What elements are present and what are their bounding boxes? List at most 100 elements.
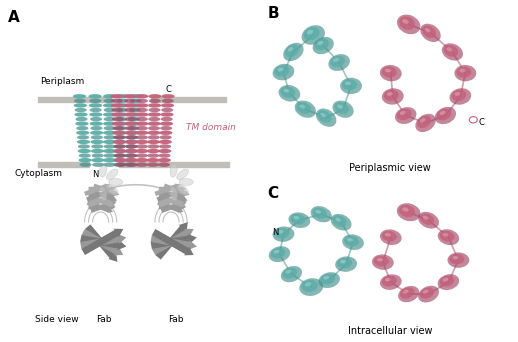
Ellipse shape — [104, 99, 116, 103]
Ellipse shape — [135, 158, 149, 162]
Ellipse shape — [285, 270, 291, 274]
Ellipse shape — [274, 250, 279, 253]
Ellipse shape — [395, 107, 416, 124]
Ellipse shape — [113, 158, 126, 162]
Ellipse shape — [91, 126, 103, 130]
Ellipse shape — [323, 276, 329, 279]
Ellipse shape — [420, 118, 425, 123]
FancyArrow shape — [81, 229, 123, 255]
Ellipse shape — [106, 169, 118, 180]
Ellipse shape — [89, 99, 102, 103]
Bar — [38, 162, 89, 167]
Ellipse shape — [126, 131, 139, 135]
Ellipse shape — [459, 69, 465, 73]
FancyArrow shape — [89, 198, 116, 204]
Ellipse shape — [104, 126, 116, 130]
Ellipse shape — [418, 212, 439, 228]
Ellipse shape — [148, 144, 160, 149]
Bar — [38, 97, 111, 102]
FancyArrow shape — [159, 195, 185, 207]
Ellipse shape — [127, 126, 139, 130]
Ellipse shape — [92, 162, 104, 167]
Ellipse shape — [297, 102, 311, 114]
FancyArrow shape — [159, 204, 186, 210]
Ellipse shape — [278, 230, 283, 234]
Ellipse shape — [420, 287, 434, 299]
FancyArrow shape — [159, 195, 185, 207]
Ellipse shape — [159, 154, 170, 158]
Ellipse shape — [136, 154, 148, 158]
Ellipse shape — [110, 94, 123, 98]
Ellipse shape — [113, 140, 126, 144]
Ellipse shape — [399, 205, 415, 217]
Text: Cytoplasm: Cytoplasm — [14, 170, 62, 179]
Ellipse shape — [380, 65, 401, 81]
FancyArrow shape — [156, 189, 183, 202]
Ellipse shape — [160, 113, 174, 117]
Ellipse shape — [380, 274, 401, 290]
Ellipse shape — [158, 149, 171, 153]
Ellipse shape — [114, 131, 127, 135]
Ellipse shape — [91, 135, 103, 140]
Ellipse shape — [295, 101, 316, 118]
Ellipse shape — [435, 107, 456, 124]
Text: N: N — [92, 170, 99, 179]
Ellipse shape — [113, 149, 126, 153]
Ellipse shape — [74, 103, 87, 108]
Ellipse shape — [275, 228, 290, 238]
FancyArrow shape — [89, 192, 116, 198]
Ellipse shape — [114, 144, 126, 149]
Ellipse shape — [158, 162, 170, 167]
Ellipse shape — [89, 113, 103, 117]
Ellipse shape — [113, 135, 125, 140]
Ellipse shape — [170, 163, 177, 177]
Ellipse shape — [399, 16, 415, 30]
Ellipse shape — [177, 184, 189, 195]
Ellipse shape — [161, 103, 174, 108]
Ellipse shape — [347, 238, 353, 241]
Ellipse shape — [136, 108, 148, 112]
Ellipse shape — [157, 158, 171, 162]
Ellipse shape — [114, 135, 126, 140]
Ellipse shape — [135, 103, 149, 108]
Ellipse shape — [135, 121, 149, 126]
Ellipse shape — [384, 90, 399, 101]
Ellipse shape — [456, 66, 471, 78]
Ellipse shape — [114, 162, 127, 167]
Ellipse shape — [160, 135, 171, 140]
Ellipse shape — [170, 187, 177, 201]
Ellipse shape — [103, 131, 117, 135]
FancyArrow shape — [89, 204, 116, 210]
Ellipse shape — [440, 231, 454, 241]
Ellipse shape — [104, 162, 116, 167]
Ellipse shape — [114, 121, 127, 126]
Ellipse shape — [400, 288, 414, 299]
Ellipse shape — [385, 278, 391, 281]
Ellipse shape — [116, 99, 128, 103]
Ellipse shape — [398, 286, 419, 302]
Ellipse shape — [128, 103, 141, 108]
FancyArrow shape — [161, 189, 188, 202]
Ellipse shape — [125, 154, 138, 158]
Ellipse shape — [124, 113, 137, 117]
Ellipse shape — [318, 41, 323, 45]
Ellipse shape — [333, 58, 339, 62]
Text: A: A — [8, 10, 20, 25]
Ellipse shape — [103, 113, 117, 117]
Ellipse shape — [115, 117, 127, 121]
Ellipse shape — [90, 121, 103, 126]
Ellipse shape — [125, 126, 137, 130]
Ellipse shape — [128, 117, 140, 121]
Ellipse shape — [162, 94, 175, 98]
Ellipse shape — [415, 114, 436, 132]
Text: Intracellular view: Intracellular view — [348, 326, 432, 336]
FancyArrow shape — [157, 200, 183, 213]
Ellipse shape — [440, 276, 454, 287]
Ellipse shape — [312, 37, 334, 54]
Ellipse shape — [148, 121, 161, 126]
Ellipse shape — [113, 149, 126, 153]
Ellipse shape — [321, 113, 326, 117]
Ellipse shape — [89, 103, 102, 108]
Ellipse shape — [345, 81, 351, 85]
Ellipse shape — [124, 162, 136, 167]
